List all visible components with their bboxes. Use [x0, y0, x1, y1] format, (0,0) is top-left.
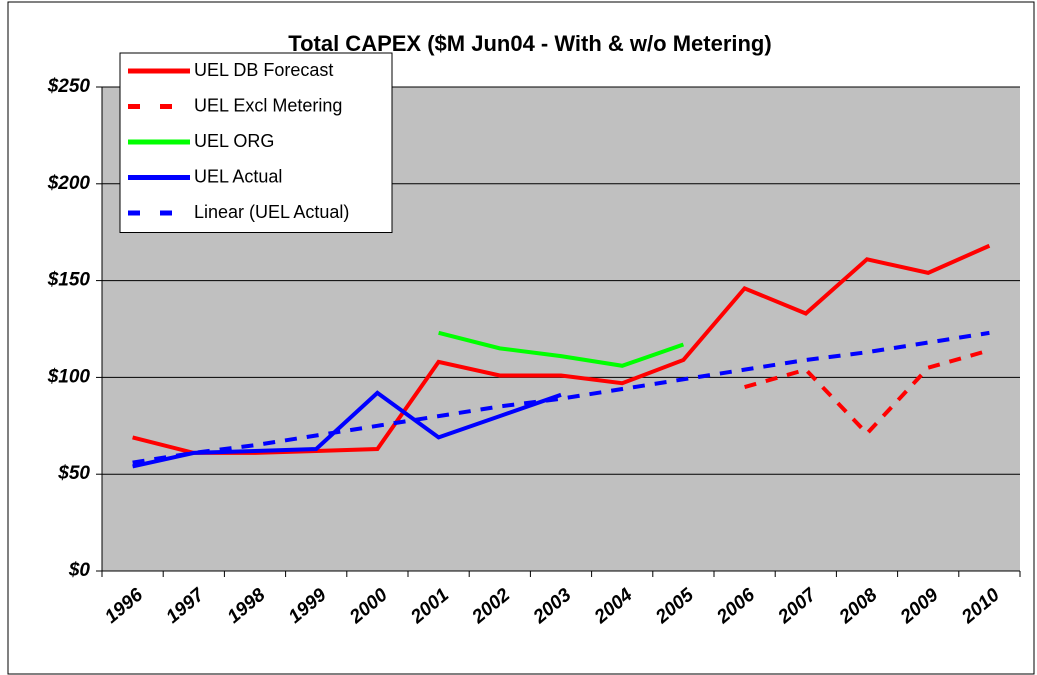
- legend: UEL DB Forecast UEL Excl Metering UEL ORG U…: [119, 52, 393, 233]
- y-tick-label: $50: [57, 463, 90, 484]
- y-tick-label: $150: [47, 270, 91, 291]
- y-tick-label: $250: [47, 76, 91, 97]
- legend-label: Linear (UEL Actual): [194, 202, 349, 222]
- legend-label: UEL Actual: [194, 166, 282, 186]
- legend-label: UEL ORG: [194, 131, 274, 151]
- series-line: [438, 330, 685, 368]
- y-tick-label: $200: [47, 173, 91, 194]
- y-tick-label: $100: [47, 366, 91, 387]
- legend-label: UEL DB Forecast: [194, 60, 333, 80]
- chart-title: Total CAPEX ($M Jun04 - With & w/o Meter…: [288, 31, 771, 56]
- y-tick-label: $0: [68, 560, 91, 581]
- legend-label: UEL Excl Metering: [194, 95, 342, 115]
